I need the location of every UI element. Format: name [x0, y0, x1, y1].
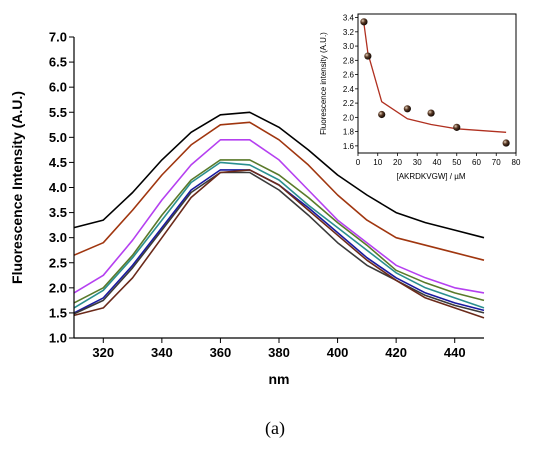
inset-x-tick-label: 10	[373, 158, 382, 167]
inset-data-point	[378, 110, 386, 119]
y-tick-label: 1.0	[49, 331, 67, 346]
y-tick-label: 5.0	[49, 130, 67, 145]
inset-data-point	[364, 52, 372, 60]
y-axis-title: Fluorescence Intensity (A.U.)	[9, 91, 25, 284]
y-tick-label: 1.5	[49, 305, 67, 320]
inset-x-tick-label: 30	[413, 158, 422, 167]
x-tick-label: 340	[151, 345, 173, 360]
inset-x-tick-label: 50	[452, 158, 461, 167]
x-tick-label: 400	[327, 345, 349, 360]
x-axis-title: nm	[269, 371, 290, 387]
y-tick-label: 6.0	[49, 80, 67, 95]
y-tick-label: 5.5	[49, 105, 67, 120]
inset-y-tick-label: 3.0	[343, 42, 355, 51]
spectrum-line-4	[73, 159, 485, 304]
inset-y-tick-label: 2.8	[343, 56, 355, 65]
x-tick-label: 420	[385, 345, 407, 360]
inset-x-tick-label: 60	[472, 158, 481, 167]
inset-y-tick-label: 2.0	[343, 113, 355, 122]
x-tick-label: 360	[210, 345, 232, 360]
inset-data-point	[360, 18, 368, 26]
inset-x-tick-label: 40	[433, 158, 442, 167]
y-tick-label: 3.5	[49, 205, 67, 220]
y-tick-label: 6.5	[49, 55, 67, 70]
inset-frame	[357, 13, 517, 154]
y-tick-label: 4.0	[49, 180, 67, 195]
spectrum-line-3	[73, 139, 485, 294]
inset-y-tick-label: 1.8	[343, 128, 355, 137]
inset-y-tick-label: 3.2	[343, 28, 355, 37]
y-tick-label: 3.0	[49, 230, 67, 245]
spectrum-line-8	[73, 169, 485, 319]
inset-y-tick-label: 2.6	[343, 71, 355, 80]
inset-data-point	[427, 109, 435, 117]
inset-x-tick-label: 20	[393, 158, 402, 167]
inset-y-tick-label: 3.4	[343, 14, 355, 23]
inset-y-tick-label: 2.2	[343, 99, 355, 108]
inset-data-point	[502, 139, 510, 147]
y-tick-label: 2.0	[49, 280, 67, 295]
spectrum-line-1	[73, 111, 485, 239]
inset-data-point	[403, 105, 411, 113]
inset-y-tick-label: 2.4	[343, 85, 355, 94]
inset-chart: 1.6 1.8 2.0 2.2 2.4 2.6 2.8 3.0 3.2 3.4 0 10 20 30 40 5…	[319, 13, 521, 181]
y-tick-label: 4.5	[49, 155, 67, 170]
spectrum-line-2	[73, 121, 485, 261]
inset-data-point	[453, 123, 461, 131]
inset-x-tick-label: 80	[512, 158, 521, 167]
x-tick-label: 440	[444, 345, 466, 360]
inset-x-axis-title: [AKRDKVGW] / µM	[396, 172, 465, 181]
x-tick-label: 320	[92, 345, 114, 360]
inset-x-tick-label: 70	[492, 158, 501, 167]
y-tick-label: 7.0	[49, 30, 67, 45]
spectrum-line-6	[73, 169, 485, 314]
inset-y-axis-title: Fluorescence intensity (A.U.)	[319, 32, 328, 135]
spectrum-line-7	[73, 171, 485, 315]
inset-x-tick-label: 0	[356, 158, 361, 167]
inset-y-tick-label: 1.6	[343, 142, 355, 151]
x-tick-label: 380	[268, 345, 290, 360]
y-tick-label: 2.5	[49, 255, 67, 270]
figure-caption: (a)	[265, 418, 285, 438]
spectrum-line-5	[73, 161, 485, 309]
